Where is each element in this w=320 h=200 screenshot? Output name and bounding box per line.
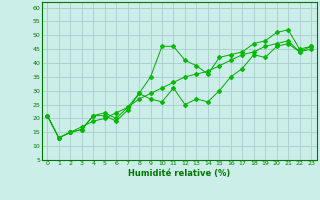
X-axis label: Humidité relative (%): Humidité relative (%) bbox=[128, 169, 230, 178]
